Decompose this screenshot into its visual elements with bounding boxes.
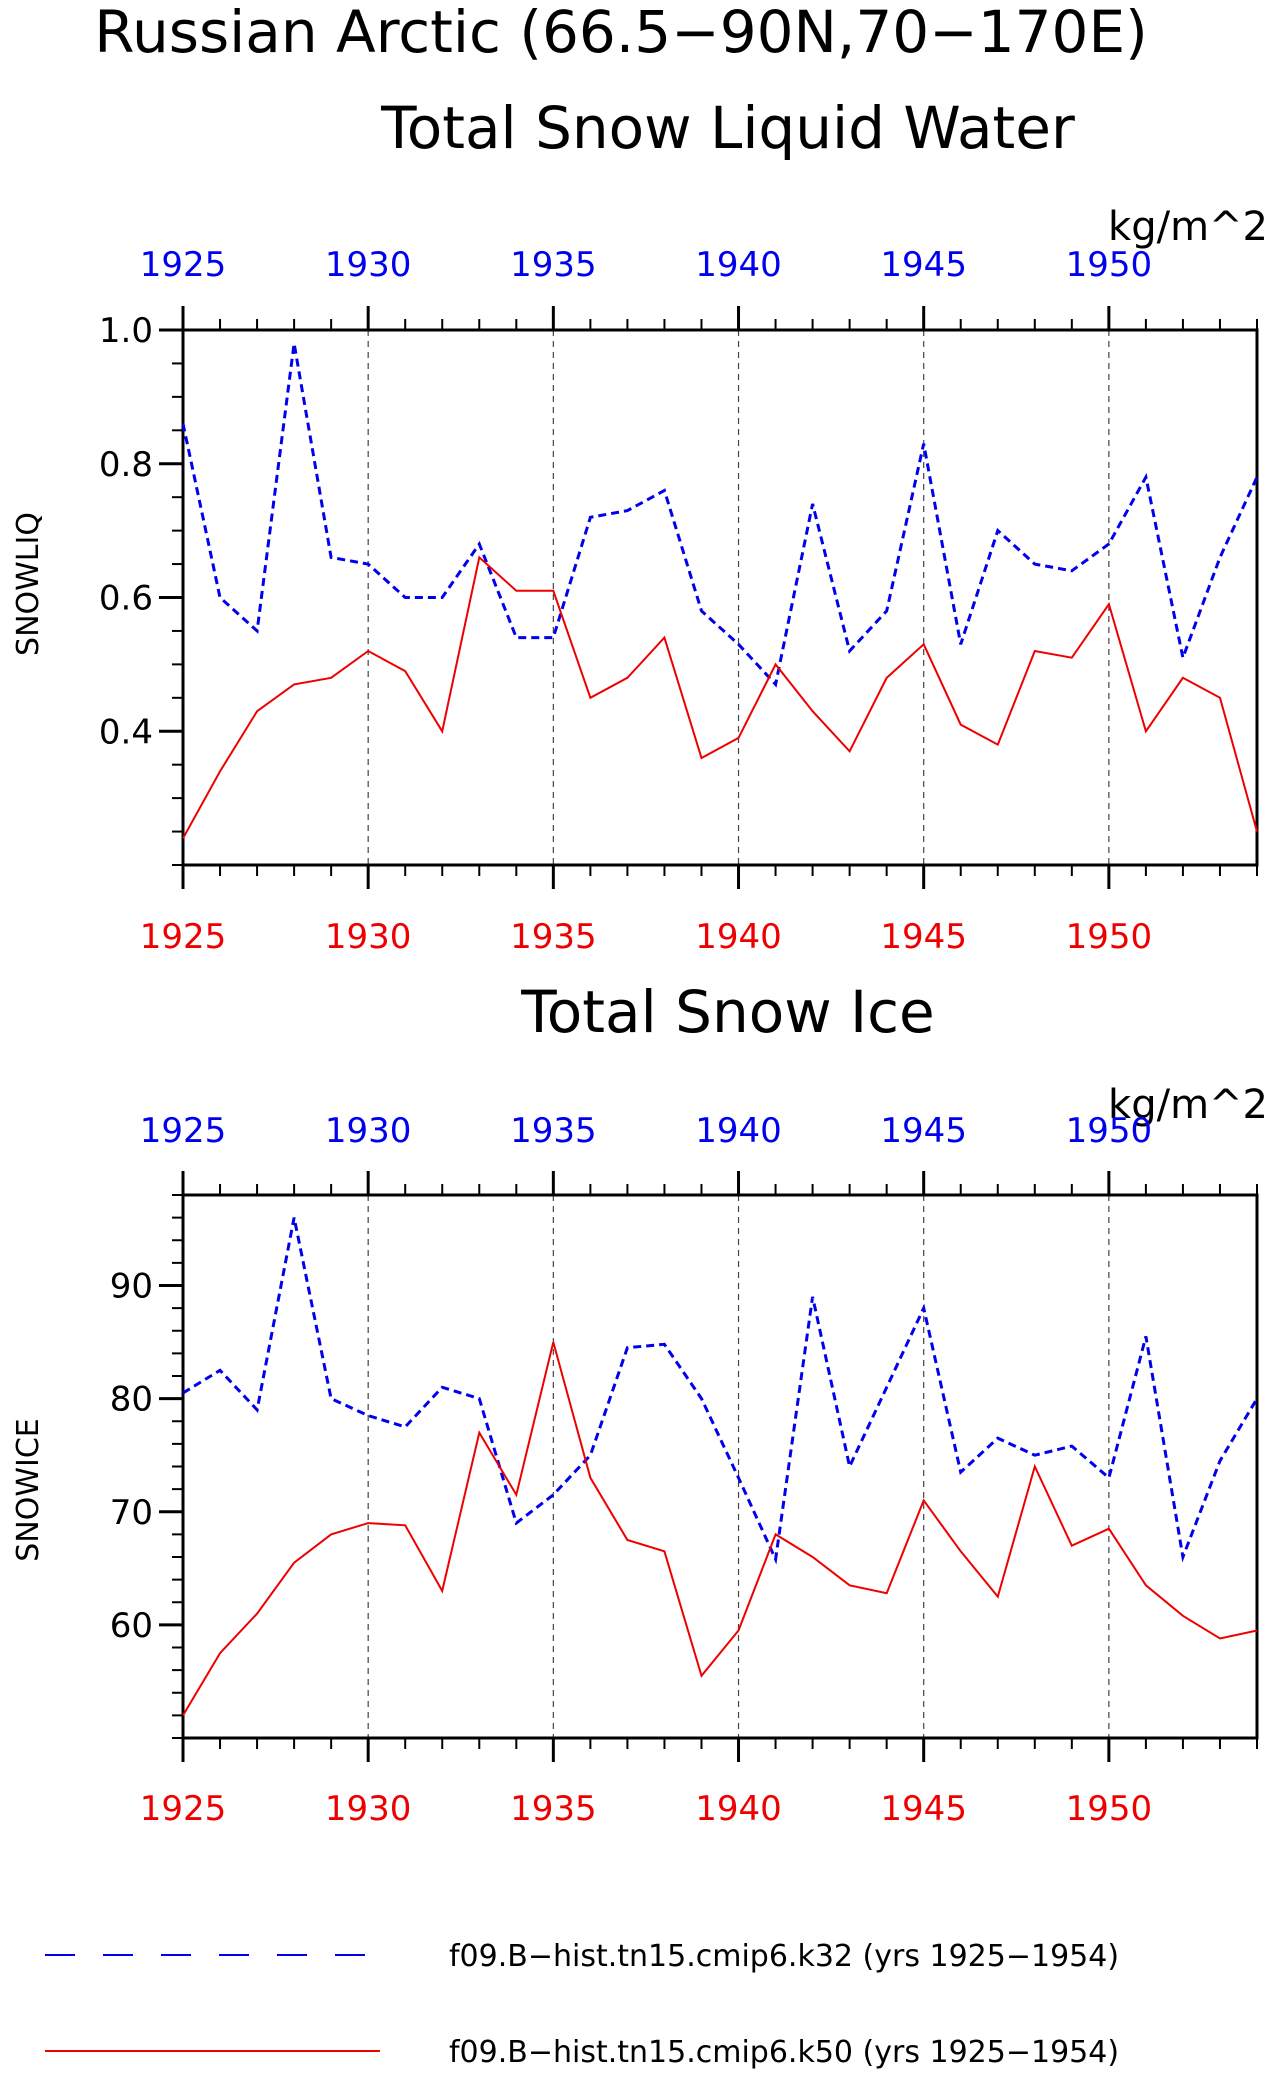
xtick-label-bottom-snowliq-1925: 1925 [140,917,227,957]
xtick-label-top-snowice-1940: 1940 [695,1111,782,1151]
legend-label-k32: f09.B−hist.tn15.cmip6.k32 (yrs 1925−1954… [449,1939,1119,1974]
ytick-label-snowliq-1: 0.6 [99,579,153,619]
panel-title-snowice: Total Snow Ice [520,978,935,1046]
ytick-label-snowice-2: 80 [110,1380,153,1420]
xtick-label-top-snowice-1950: 1950 [1066,1111,1153,1151]
xtick-label-top-snowliq-1940: 1940 [695,245,782,285]
xtick-label-top-snowice-1945: 1945 [880,1111,967,1151]
xtick-label-bottom-snowice-1925: 1925 [140,1789,227,1829]
xtick-label-top-snowice-1930: 1930 [325,1111,412,1151]
xtick-label-bottom-snowliq-1935: 1935 [510,917,597,957]
xtick-label-bottom-snowliq-1930: 1930 [325,917,412,957]
ytick-label-snowice-0: 60 [110,1606,153,1646]
plot-frame-snowliq [181,328,1259,867]
ylabel-snowice: SNOWICE [11,1418,46,1562]
panel-units-snowliq: kg/m^2 [1108,204,1268,250]
figure-title-line1: Russian Arctic (66.5−90N,70−170E) [94,0,1147,66]
xtick-label-bottom-snowice-1950: 1950 [1066,1789,1153,1829]
ytick-label-snowice-1: 70 [110,1493,153,1533]
panel-snowice: Total Snow Ice kg/m^2 SNOWICE 60 70 80 90 19… [11,978,1268,1829]
xtick-label-bottom-snowliq-1950: 1950 [1066,917,1153,957]
xtick-label-top-snowliq-1930: 1930 [325,245,412,285]
xtick-label-top-snowliq-1935: 1935 [510,245,597,285]
panel-snowliq: kg/m^2 SNOWLIQ 0.4 0.6 0.8 1.0 1925 1925 1930 1… [11,204,1268,957]
xtick-label-top-snowice-1935: 1935 [510,1111,597,1151]
series-line-snowice-k50 [182,1341,1258,1716]
xtick-label-bottom-snowice-1945: 1945 [880,1789,967,1829]
series-line-snowice-k32 [182,1217,1259,1565]
xtick-label-top-snowliq-1950: 1950 [1066,245,1153,285]
xtick-label-top-snowliq-1945: 1945 [880,245,967,285]
xtick-label-bottom-snowice-1935: 1935 [510,1789,597,1829]
ytick-label-snowliq-3: 1.0 [99,311,153,351]
xtick-label-bottom-snowliq-1940: 1940 [695,917,782,957]
xtick-label-top-snowliq-1925: 1925 [140,245,227,285]
figure-title-line2: Total Snow Liquid Water [380,94,1075,162]
xtick-label-bottom-snowice-1930: 1930 [325,1789,412,1829]
ytick-label-snowice-3: 90 [110,1267,153,1307]
ytick-label-snowliq-0: 0.4 [99,712,153,752]
series-line-snowliq-k32 [181,343,1259,688]
legend: f09.B−hist.tn15.cmip6.k32 (yrs 1925−1954… [45,1939,1119,2070]
xtick-label-bottom-snowice-1940: 1940 [695,1789,782,1829]
xtick-label-bottom-snowliq-1945: 1945 [880,917,967,957]
ytick-label-snowliq-2: 0.8 [99,445,153,485]
legend-label-k50: f09.B−hist.tn15.cmip6.k50 (yrs 1925−1954… [449,2035,1119,2070]
series-line-snowliq-k50 [182,555,1258,839]
ylabel-snowliq: SNOWLIQ [11,512,46,656]
panel-units-snowice: kg/m^2 [1108,1082,1268,1128]
xtick-label-top-snowice-1925: 1925 [140,1111,227,1151]
